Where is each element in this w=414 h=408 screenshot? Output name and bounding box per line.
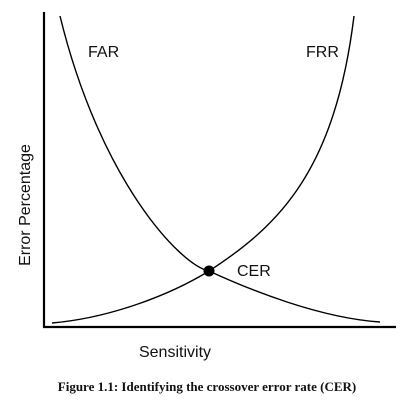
far-label: FAR (88, 44, 119, 61)
x-axis-label: Sensitivity (139, 344, 211, 361)
frr-label: FRR (306, 44, 339, 61)
crossover-point (203, 265, 215, 277)
far-curve (59, 15, 381, 323)
y-axis-label: Error Percentage (17, 144, 34, 266)
cer-label: CER (237, 263, 271, 280)
frr-curve (51, 15, 355, 324)
figure-caption: Figure 1.1: Identifying the crossover er… (57, 379, 357, 394)
